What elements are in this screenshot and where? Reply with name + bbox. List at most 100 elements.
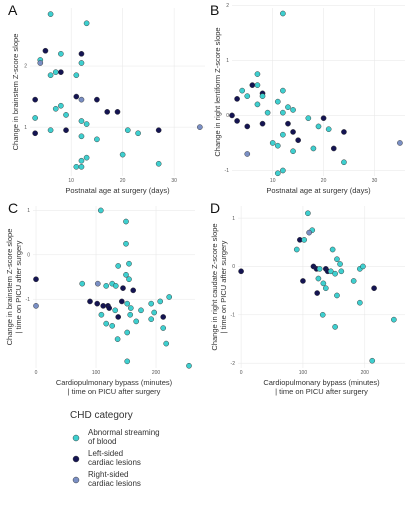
x-tick-label: 20 [120,178,126,184]
data-point-abnormal [126,276,132,283]
data-point-left [341,129,347,135]
data-point-abnormal [357,299,363,306]
data-point-abnormal [112,307,119,314]
data-point-abnormal [135,130,141,137]
data-point-left [234,118,240,124]
x-tick-label: 200 [361,370,370,376]
legend-label-left: Left-sided [88,449,123,458]
y-tick-label: 1 [232,216,235,222]
data-point-abnormal [280,131,286,138]
data-point-right [94,280,101,287]
data-point-abnormal [83,154,90,161]
data-point-abnormal [123,240,129,247]
data-point-left [314,290,320,296]
data-point-left [300,278,306,284]
data-point-abnormal [47,127,54,134]
data-point-left [106,305,113,311]
panel-letter: C [8,200,18,216]
data-point-abnormal [274,170,281,177]
data-point-left [104,109,111,115]
y-axis-title: Change in right caudate Z-score slope [210,223,219,350]
data-point-abnormal [325,126,332,133]
data-point-right [37,60,44,66]
x-tick-label: 0 [240,370,243,376]
data-point-left [295,137,301,144]
y-axis-title: | time on PICU after surgery [219,240,228,333]
data-point-abnormal [47,11,54,17]
data-point-abnormal [127,311,134,318]
data-point-abnormal [290,107,296,113]
data-point-left [371,285,377,292]
legend-title: CHD category [70,410,133,421]
y-tick-label: 2 [24,64,27,70]
data-point-abnormal [280,87,286,94]
data-point-abnormal [285,104,291,110]
data-point-abnormal [369,357,376,364]
data-point-right [197,124,203,130]
data-point-abnormal [320,280,327,287]
x-tick-label: 10 [270,178,276,184]
data-point-abnormal [133,318,140,325]
data-point-abnormal [319,311,326,318]
data-point-abnormal [112,283,119,289]
data-point-abnormal [254,71,261,77]
y-axis-title: Change in brainstem Z-score slope [11,34,20,151]
data-point-left [63,127,69,134]
data-point-abnormal [280,109,286,116]
x-tick-label: 0 [35,370,38,376]
data-point-abnormal [151,309,158,316]
y-axis-title: Change in right lentiform Z-score slope [213,27,222,156]
chart-panel-c: 0 100 200 -1 0 1 C Cardiopulmonary bypass (minu… [5,200,195,396]
data-point-abnormal [155,160,162,167]
data-point-left [155,127,162,134]
data-point-left [87,298,93,305]
data-point-left [94,96,100,103]
x-tick-label: 200 [152,370,161,376]
data-point-abnormal [47,72,54,79]
data-point-abnormal [391,316,397,323]
data-point-abnormal [126,260,132,267]
legend-swatch-abnormal [72,434,80,442]
data-point-abnormal [244,93,251,99]
data-point-abnormal [327,268,334,275]
chart-panel-d: 0 100 200 -2 -1 0 1 D Cardiopulmonary bypass (mi… [210,200,405,396]
data-point-abnormal [78,133,85,140]
y-tick-label: -1 [231,313,236,319]
data-point-abnormal [160,325,167,331]
data-point-left [118,298,125,305]
data-point-left [33,276,39,283]
data-point-abnormal [52,105,59,112]
data-point-abnormal [115,263,122,269]
data-point-abnormal [78,118,85,124]
data-point-abnormal [254,101,261,108]
data-point-abnormal [360,263,366,270]
data-point-abnormal [58,102,64,109]
x-axis-title: Cardiopulmonary bypass (minutes) [263,378,380,387]
y-tick-label: 1 [24,125,27,131]
x-tick-label: 20 [321,178,327,184]
data-point-left [94,300,101,307]
data-point-abnormal [123,218,129,225]
y-tick-label: 0 [226,113,229,119]
data-point-abnormal [78,157,85,164]
data-point-abnormal [58,50,64,57]
panel-letter: D [210,200,220,216]
data-point-left [320,115,327,121]
data-point-abnormal [310,145,317,152]
data-point-abnormal [94,136,100,143]
x-tick-label: 10 [68,178,74,184]
data-point-abnormal [269,140,276,146]
data-point-left [249,82,256,88]
y-tick-label: 1 [27,208,30,214]
data-point-left [160,314,167,320]
data-point-abnormal [341,159,347,166]
data-point-abnormal [124,300,131,307]
x-axis-title: Postnatal age at surgery (days) [266,186,371,195]
data-point-right [33,303,39,309]
data-point-left [120,285,126,291]
data-point-left [290,129,296,135]
data-point-abnormal [166,294,173,300]
panel-letter: B [210,2,219,18]
x-tick-label: 100 [299,370,308,376]
data-point-abnormal [52,69,59,75]
